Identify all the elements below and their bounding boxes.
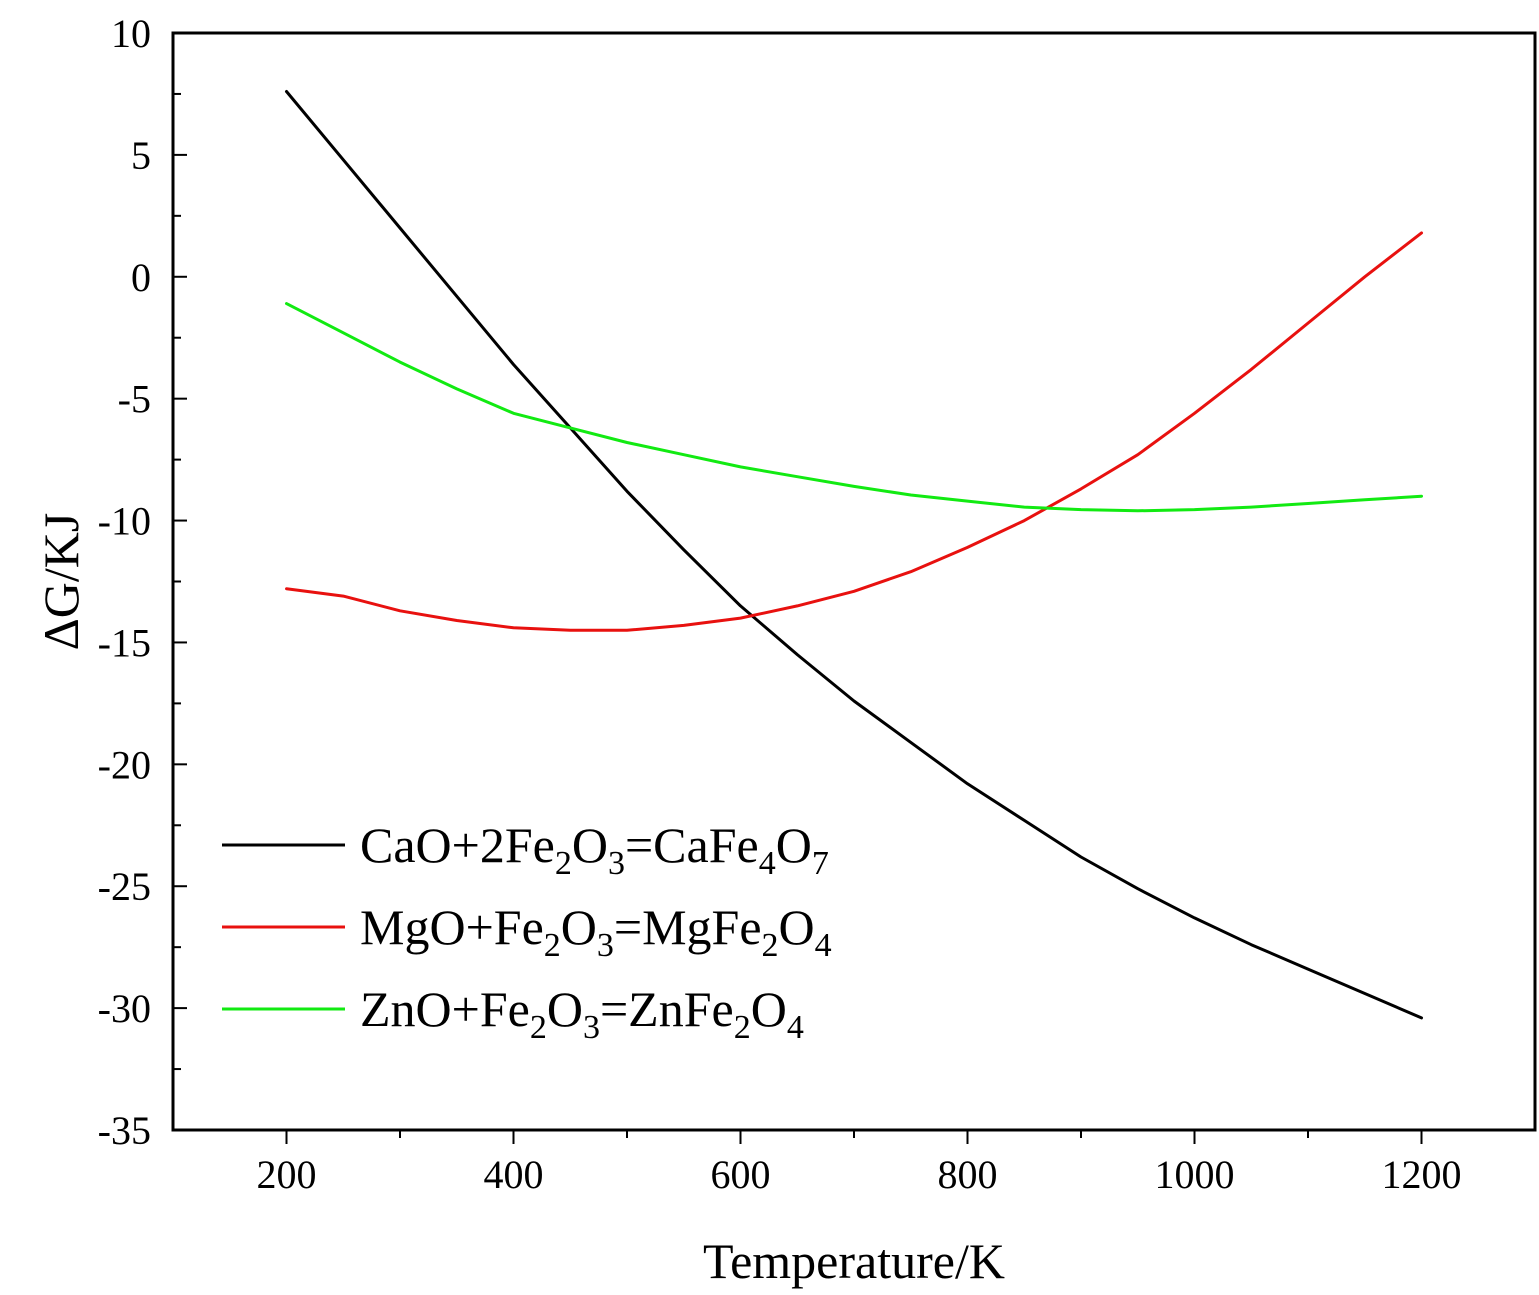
legend-label: CaO+2Fe2O3=CaFe4O7 <box>360 817 829 882</box>
legend-item: ZnO+Fe2O3=ZnFe2O4 <box>222 981 804 1046</box>
y-tick-label: 0 <box>131 255 151 300</box>
y-axis-title: ΔG/KJ <box>33 513 89 651</box>
x-tick-label: 600 <box>711 1152 771 1197</box>
x-tick-label: 1000 <box>1155 1152 1235 1197</box>
series-line-3 <box>285 302 1423 513</box>
y-tick-label: -5 <box>118 377 151 422</box>
legend-label: MgO+Fe2O3=MgFe2O4 <box>360 899 832 964</box>
legend-item: MgO+Fe2O3=MgFe2O4 <box>222 899 832 964</box>
legend-label: ZnO+Fe2O3=ZnFe2O4 <box>360 981 804 1046</box>
axis-ticks <box>173 32 1423 1144</box>
x-tick-label: 200 <box>257 1152 317 1197</box>
series-line-1 <box>285 90 1423 1020</box>
x-tick-label: 400 <box>484 1152 544 1197</box>
legend-item: CaO+2Fe2O3=CaFe4O7 <box>222 817 829 882</box>
series-lines <box>285 90 1423 1020</box>
x-axis-title: Temperature/K <box>703 1233 1005 1289</box>
y-tick-label: -15 <box>98 620 151 665</box>
y-tick-label: 10 <box>111 11 151 56</box>
y-tick-label: -35 <box>98 1108 151 1153</box>
y-tick-label: -30 <box>98 986 151 1031</box>
plot-frame <box>171 31 1537 1132</box>
x-tick-label: 800 <box>938 1152 998 1197</box>
y-tick-label: -25 <box>98 864 151 909</box>
series-line-2 <box>285 231 1423 632</box>
y-tick-label: 5 <box>131 133 151 178</box>
y-tick-label: -10 <box>98 499 151 544</box>
y-tick-label: -20 <box>98 742 151 787</box>
x-tick-label: 1200 <box>1382 1152 1462 1197</box>
axis-tick-labels: 200 400 600 800 1000 1200 10 5 0 -5 -10 -15 -20 -25 -3… <box>98 11 1462 1197</box>
legend: CaO+2Fe2O3=CaFe4O7 MgO+Fe2O3=MgFe2O4 ZnO+F… <box>222 817 832 1046</box>
